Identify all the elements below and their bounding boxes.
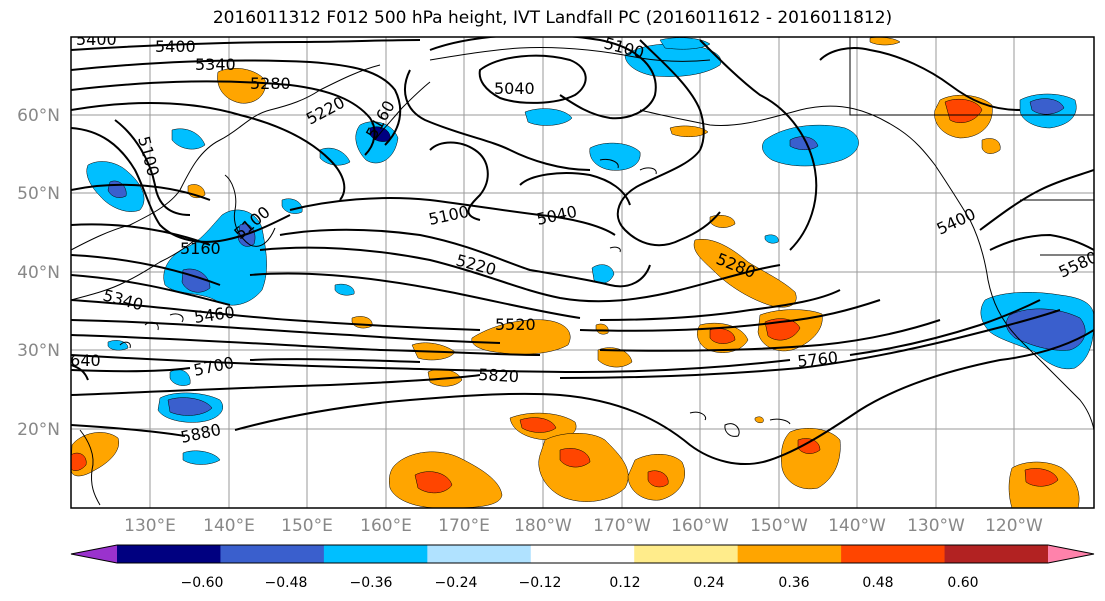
latitude-labels: 60°N 50°N 40°N 30°N 20°N [17,106,60,440]
colorbar-extend-low [71,545,117,563]
contour-label: 5340 [195,55,236,74]
contour-label: 5820 [478,365,520,386]
lon-label: 160°E [360,516,412,536]
colorbar-tick-label: 0.60 [947,575,978,591]
colorbar-tick-label: −0.60 [181,575,224,591]
colorbar-extend-high [1048,545,1094,563]
lat-label: 20°N [17,420,60,440]
lon-label: 180°W [514,516,572,536]
colorbar-segment [737,545,842,563]
colorbar-segment [323,545,428,563]
ivt-positive-shading [71,37,1080,508]
contour-label: 5160 [180,239,221,258]
map-title: 2016011312 F012 500 hPa height, IVT Land… [212,8,893,28]
colorbar-tick-label: −0.12 [519,575,562,591]
ivt-negative-shading [86,37,1094,465]
lon-label: 150°W [750,516,808,536]
lat-label: 40°N [17,263,60,283]
contour-label: 5400 [155,37,196,56]
lon-label: 140°E [203,516,255,536]
colorbar-segment [117,545,221,563]
colorbar-segment [427,545,532,563]
lat-label: 60°N [17,106,60,126]
colorbar-segment [634,545,739,563]
contour-label: 5400 [76,30,117,49]
colorbar-segment [944,545,1049,563]
colorbar-tick-labels: −0.60 −0.48 −0.36 −0.24 −0.12 0.12 0.24 … [181,575,979,591]
contour-label: 5040 [494,79,535,98]
colorbar-tick-label: 0.48 [862,575,893,591]
colorbar-segment [841,545,946,563]
contour-label: 5280 [250,74,291,93]
lat-label: 50°N [17,184,60,204]
contour-label: 5760 [796,348,838,371]
colorbar-segment [220,545,325,563]
lon-label: 140°W [828,516,886,536]
colorbar-tick-label: 0.12 [609,575,640,591]
longitude-labels: 130°E 140°E 150°E 160°E 170°E 180°W 170°… [124,516,1043,536]
colorbar-tick-label: −0.36 [350,575,393,591]
colorbar-tick-label: 0.24 [693,575,724,591]
colorbar [70,544,1095,564]
lon-label: 130°E [124,516,176,536]
colorbar-tick-label: 0.36 [778,575,809,591]
lon-label: 130°W [907,516,965,536]
lon-label: 160°W [671,516,729,536]
colorbar-tick-label: −0.24 [435,575,478,591]
lon-label: 120°W [985,516,1043,536]
lon-label: 170°E [438,516,490,536]
lon-label: 170°W [593,516,651,536]
colorbar-segment [530,545,635,563]
lat-label: 30°N [17,341,60,361]
colorbar-outline [70,544,1095,564]
coastlines [71,37,1094,506]
height-contours [71,37,1094,466]
colorbar-tick-label: −0.48 [265,575,308,591]
contour-label: 5520 [495,315,536,334]
map-border [70,36,1095,509]
contour-label: 5640 [60,351,101,370]
lon-label: 150°E [281,516,333,536]
